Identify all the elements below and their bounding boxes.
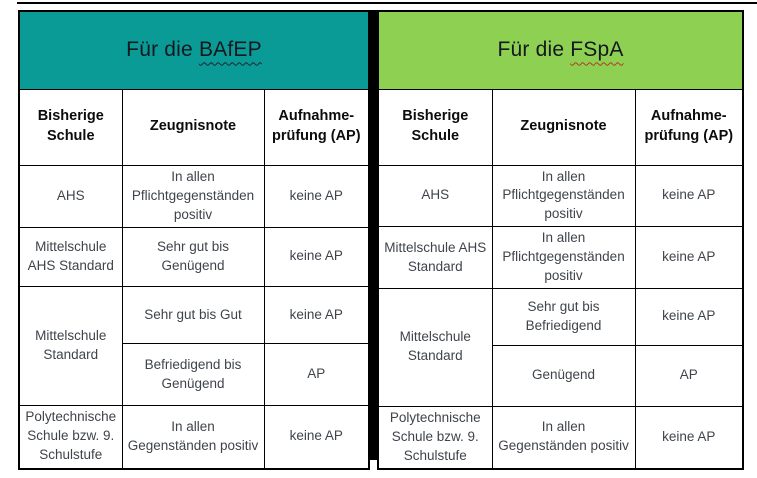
table-cell: AP [263, 343, 370, 407]
table-cell: Mittelschule AHS Standard [18, 226, 123, 287]
fspa-col-aufnahmepruefung: Aufnahme-prüfung (AP) [634, 88, 744, 166]
table-cell: In allen Gegenständen positiv [491, 405, 636, 470]
table-cell: Mittelschule AHS Standard [377, 226, 493, 289]
top-rule [17, 2, 757, 4]
table-row: Mittelschule AHS Standard Sehr gut bis G… [18, 226, 370, 287]
table-cell: In allen Pflichtgegenständen positiv [491, 164, 636, 228]
table-cell: keine AP [263, 226, 370, 287]
table-cell: keine AP [263, 285, 370, 345]
table-cell: Polytechnische Schule bzw. 9. Schulstufe [377, 405, 493, 470]
fspa-header-band: Für die FSpA [377, 10, 744, 90]
table-cell: Sehr gut bis Befriedigend [491, 287, 636, 346]
table-cell: AHS [18, 164, 123, 228]
fspa-col-bisherige-schule: Bisherige Schule [377, 88, 493, 166]
section-divider [370, 10, 378, 460]
table-row: Befriedigend bis Genügend AP [19, 343, 370, 407]
table-row: Mittelschule Standard Sehr gut bis Befri… [377, 287, 744, 407]
table-cell: In allen Pflichtgegenständen positiv [491, 226, 636, 289]
table-cell: Sehr gut bis Genügend [121, 226, 265, 287]
bafep-table: Für die BAfEP Bisherige Schule Zeugnisno… [18, 10, 371, 470]
fspa-table: Für die FSpA Bisherige Schule Zeugnisnot… [377, 10, 745, 470]
table-cell: AHS [377, 164, 493, 228]
table-cell: keine AP [634, 164, 744, 228]
table-cell: AP [634, 344, 744, 407]
fspa-title-prefix: Für die [497, 38, 571, 62]
table-cell: keine AP [263, 405, 370, 470]
table-cell: Sehr gut bis Gut [121, 285, 265, 345]
bafep-title-prefix: Für die [126, 38, 199, 62]
table-row: Polytechnische Schule bzw. 9. Schulstufe… [377, 405, 744, 470]
bafep-header-band: Für die BAfEP [18, 10, 370, 90]
table-cell-merged: Mittelschule Standard [18, 285, 123, 407]
bafep-col-bisherige-schule: Bisherige Schule [18, 88, 123, 166]
table-cell: keine AP [634, 226, 744, 289]
table-cell: keine AP [634, 405, 744, 470]
table-row: AHS In allen Pflichtgegenständen positiv… [18, 164, 370, 228]
table-cell: Polytechnische Schule bzw. 9. Schulstufe [18, 405, 123, 470]
fspa-title-name: FSpA [570, 38, 624, 62]
table-cell: Befriedigend bis Genügend [121, 343, 265, 407]
table-cell: keine AP [263, 164, 370, 228]
table-cell: In allen Gegenständen positiv [121, 405, 265, 470]
table-cell: keine AP [634, 287, 744, 346]
comparison-tables: Für die BAfEP Bisherige Schule Zeugnisno… [18, 10, 745, 470]
fspa-col-zeugnisnote: Zeugnisnote [491, 88, 636, 166]
table-cell: In allen Pflichtgegenständen positiv [121, 164, 265, 228]
table-row: Mittelschule Standard Sehr gut bis Gut k… [18, 285, 370, 407]
table-cell: Genügend [491, 344, 636, 407]
bafep-title-name: BAfEP [198, 38, 262, 62]
table-row: Genügend AP [378, 344, 744, 407]
bafep-col-aufnahmepruefung: Aufnahme-prüfung (AP) [263, 88, 370, 166]
table-row: AHS In allen Pflichtgegenständen positiv… [377, 164, 744, 228]
table-row: Polytechnische Schule bzw. 9. Schulstufe… [18, 405, 370, 470]
table-cell-merged: Mittelschule Standard [377, 287, 493, 407]
bafep-col-zeugnisnote: Zeugnisnote [121, 88, 265, 166]
table-row: Mittelschule AHS Standard In allen Pflic… [377, 226, 744, 289]
